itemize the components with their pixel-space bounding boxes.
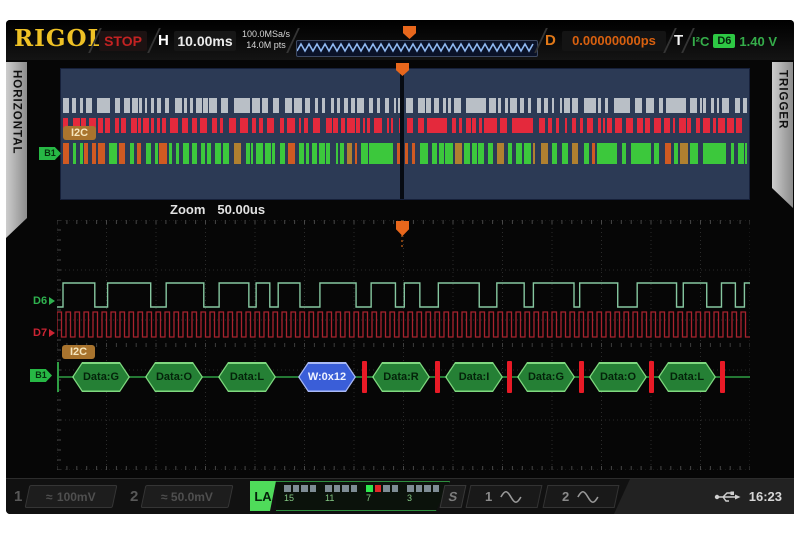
channel2-number: 2 (130, 487, 139, 505)
channel1-status[interactable]: 1 ≈100mV (14, 483, 118, 509)
trigger-info[interactable]: I²C D6 1.40 V (692, 31, 777, 51)
tab-horizontal[interactable]: HORIZONTAL (6, 62, 27, 238)
run-status-indicator[interactable]: STOP (99, 31, 147, 51)
clock: 16:23 (748, 489, 782, 504)
source2-number: 2 (562, 489, 570, 504)
source-label-box: S (439, 485, 467, 508)
la-channel-square (334, 485, 341, 492)
bus-protocol-label: I2C (63, 126, 97, 140)
zoom-scale-value: 50.00us (217, 202, 266, 217)
la-tab: LA (250, 481, 276, 511)
bus1-tag: B1 (39, 147, 61, 160)
trigger-source-badge: D6 (713, 34, 736, 48)
channel-d6-label[interactable]: D6 (33, 295, 56, 307)
la-channel-square (375, 485, 382, 492)
sample-rate: 100.0MSa/s (241, 29, 291, 39)
source1-number: 1 (485, 489, 493, 504)
delay-label: D (545, 32, 556, 49)
zoom-bus-protocol-label: I2C (62, 345, 96, 359)
la-channel-square (284, 485, 291, 492)
d6-position-icon (49, 297, 56, 305)
rigol-logo: RIGOL (14, 25, 105, 52)
memory-depth: 14.0M pts (246, 40, 286, 50)
horizontal-h-label: H (158, 32, 169, 49)
la-channel-square (342, 485, 349, 492)
trigger-position-marker-icon[interactable] (403, 26, 416, 39)
la-channel-square (407, 485, 414, 492)
acquisition-info: 100.0MSa/s 14.0M pts (240, 29, 292, 51)
memory-waveform-icon (297, 42, 534, 53)
tab-horizontal-label: HORIZONTAL (10, 70, 23, 155)
bottom-status-bar: 1 ≈100mV 2 ≈50.0mV LA 15 11 7 3 S 1 2 (6, 478, 794, 514)
la-channel-square (433, 485, 440, 492)
source1-box[interactable]: 1 (465, 485, 543, 508)
channel1-scale: 100mV (57, 489, 96, 503)
trigger-type: I²C (692, 33, 710, 49)
digital-activity-band-gray (63, 98, 747, 113)
la-tick-label: 3 (407, 492, 413, 503)
la-channel-square (383, 485, 390, 492)
trigger-t-label: T (674, 32, 684, 49)
la-tick-label: 11 (325, 492, 335, 503)
logic-analyzer-status[interactable]: LA 15 11 7 3 (250, 481, 450, 511)
clock-area: 16:23 (614, 479, 794, 514)
la-channel-square (351, 485, 358, 492)
la-channel-square (366, 485, 373, 492)
channel1-coupling-icon: ≈ (46, 489, 54, 503)
d7-position-icon (49, 329, 56, 337)
channel2-coupling-icon: ≈ (161, 489, 168, 503)
source2-box[interactable]: 2 (542, 485, 620, 508)
usb-icon (714, 491, 741, 502)
bus-activity-band (63, 143, 747, 164)
channel2-scale: 50.0mV (171, 489, 214, 503)
sine-wave-icon (576, 490, 599, 503)
waveform-overview[interactable]: I2C (60, 68, 750, 200)
la-channel-square (301, 485, 308, 492)
tab-trigger[interactable]: TRIGGER (772, 62, 793, 208)
channel-d7-label[interactable]: D7 (33, 327, 56, 339)
la-channel-square (424, 485, 431, 492)
zoom-scale-readout: Zoom 50.00us (170, 202, 265, 217)
la-tick-label: 15 (284, 492, 295, 503)
top-status-bar: RIGOL STOP H 10.00ms 100.0MSa/s 14.0M pt… (6, 20, 794, 60)
memory-position-bar[interactable] (296, 40, 538, 57)
timebase-readout[interactable]: 10.00ms (174, 31, 236, 51)
zoom-trigger-marker-icon (396, 221, 409, 236)
la-channel-square (325, 485, 332, 492)
la-channel-square (392, 485, 399, 492)
sine-wave-icon (499, 490, 522, 503)
channel2-status[interactable]: 2 ≈50.0mV (130, 483, 234, 509)
trigger-position-line (400, 69, 404, 199)
trigger-level: 1.40 V (739, 33, 777, 49)
zoom-label: Zoom (170, 202, 206, 217)
la-channel-square (310, 485, 317, 492)
tab-trigger-label: TRIGGER (776, 70, 789, 130)
la-tick-label: 7 (366, 492, 372, 503)
zoom-bus1-tag: B1 (30, 369, 52, 382)
la-channel-square (293, 485, 300, 492)
la-channel-square (416, 485, 423, 492)
channel1-number: 1 (14, 487, 23, 505)
overview-trigger-marker-icon (396, 63, 409, 76)
digital-activity-band-red (63, 118, 747, 133)
delay-readout[interactable]: 0.00000000ps (562, 31, 666, 51)
